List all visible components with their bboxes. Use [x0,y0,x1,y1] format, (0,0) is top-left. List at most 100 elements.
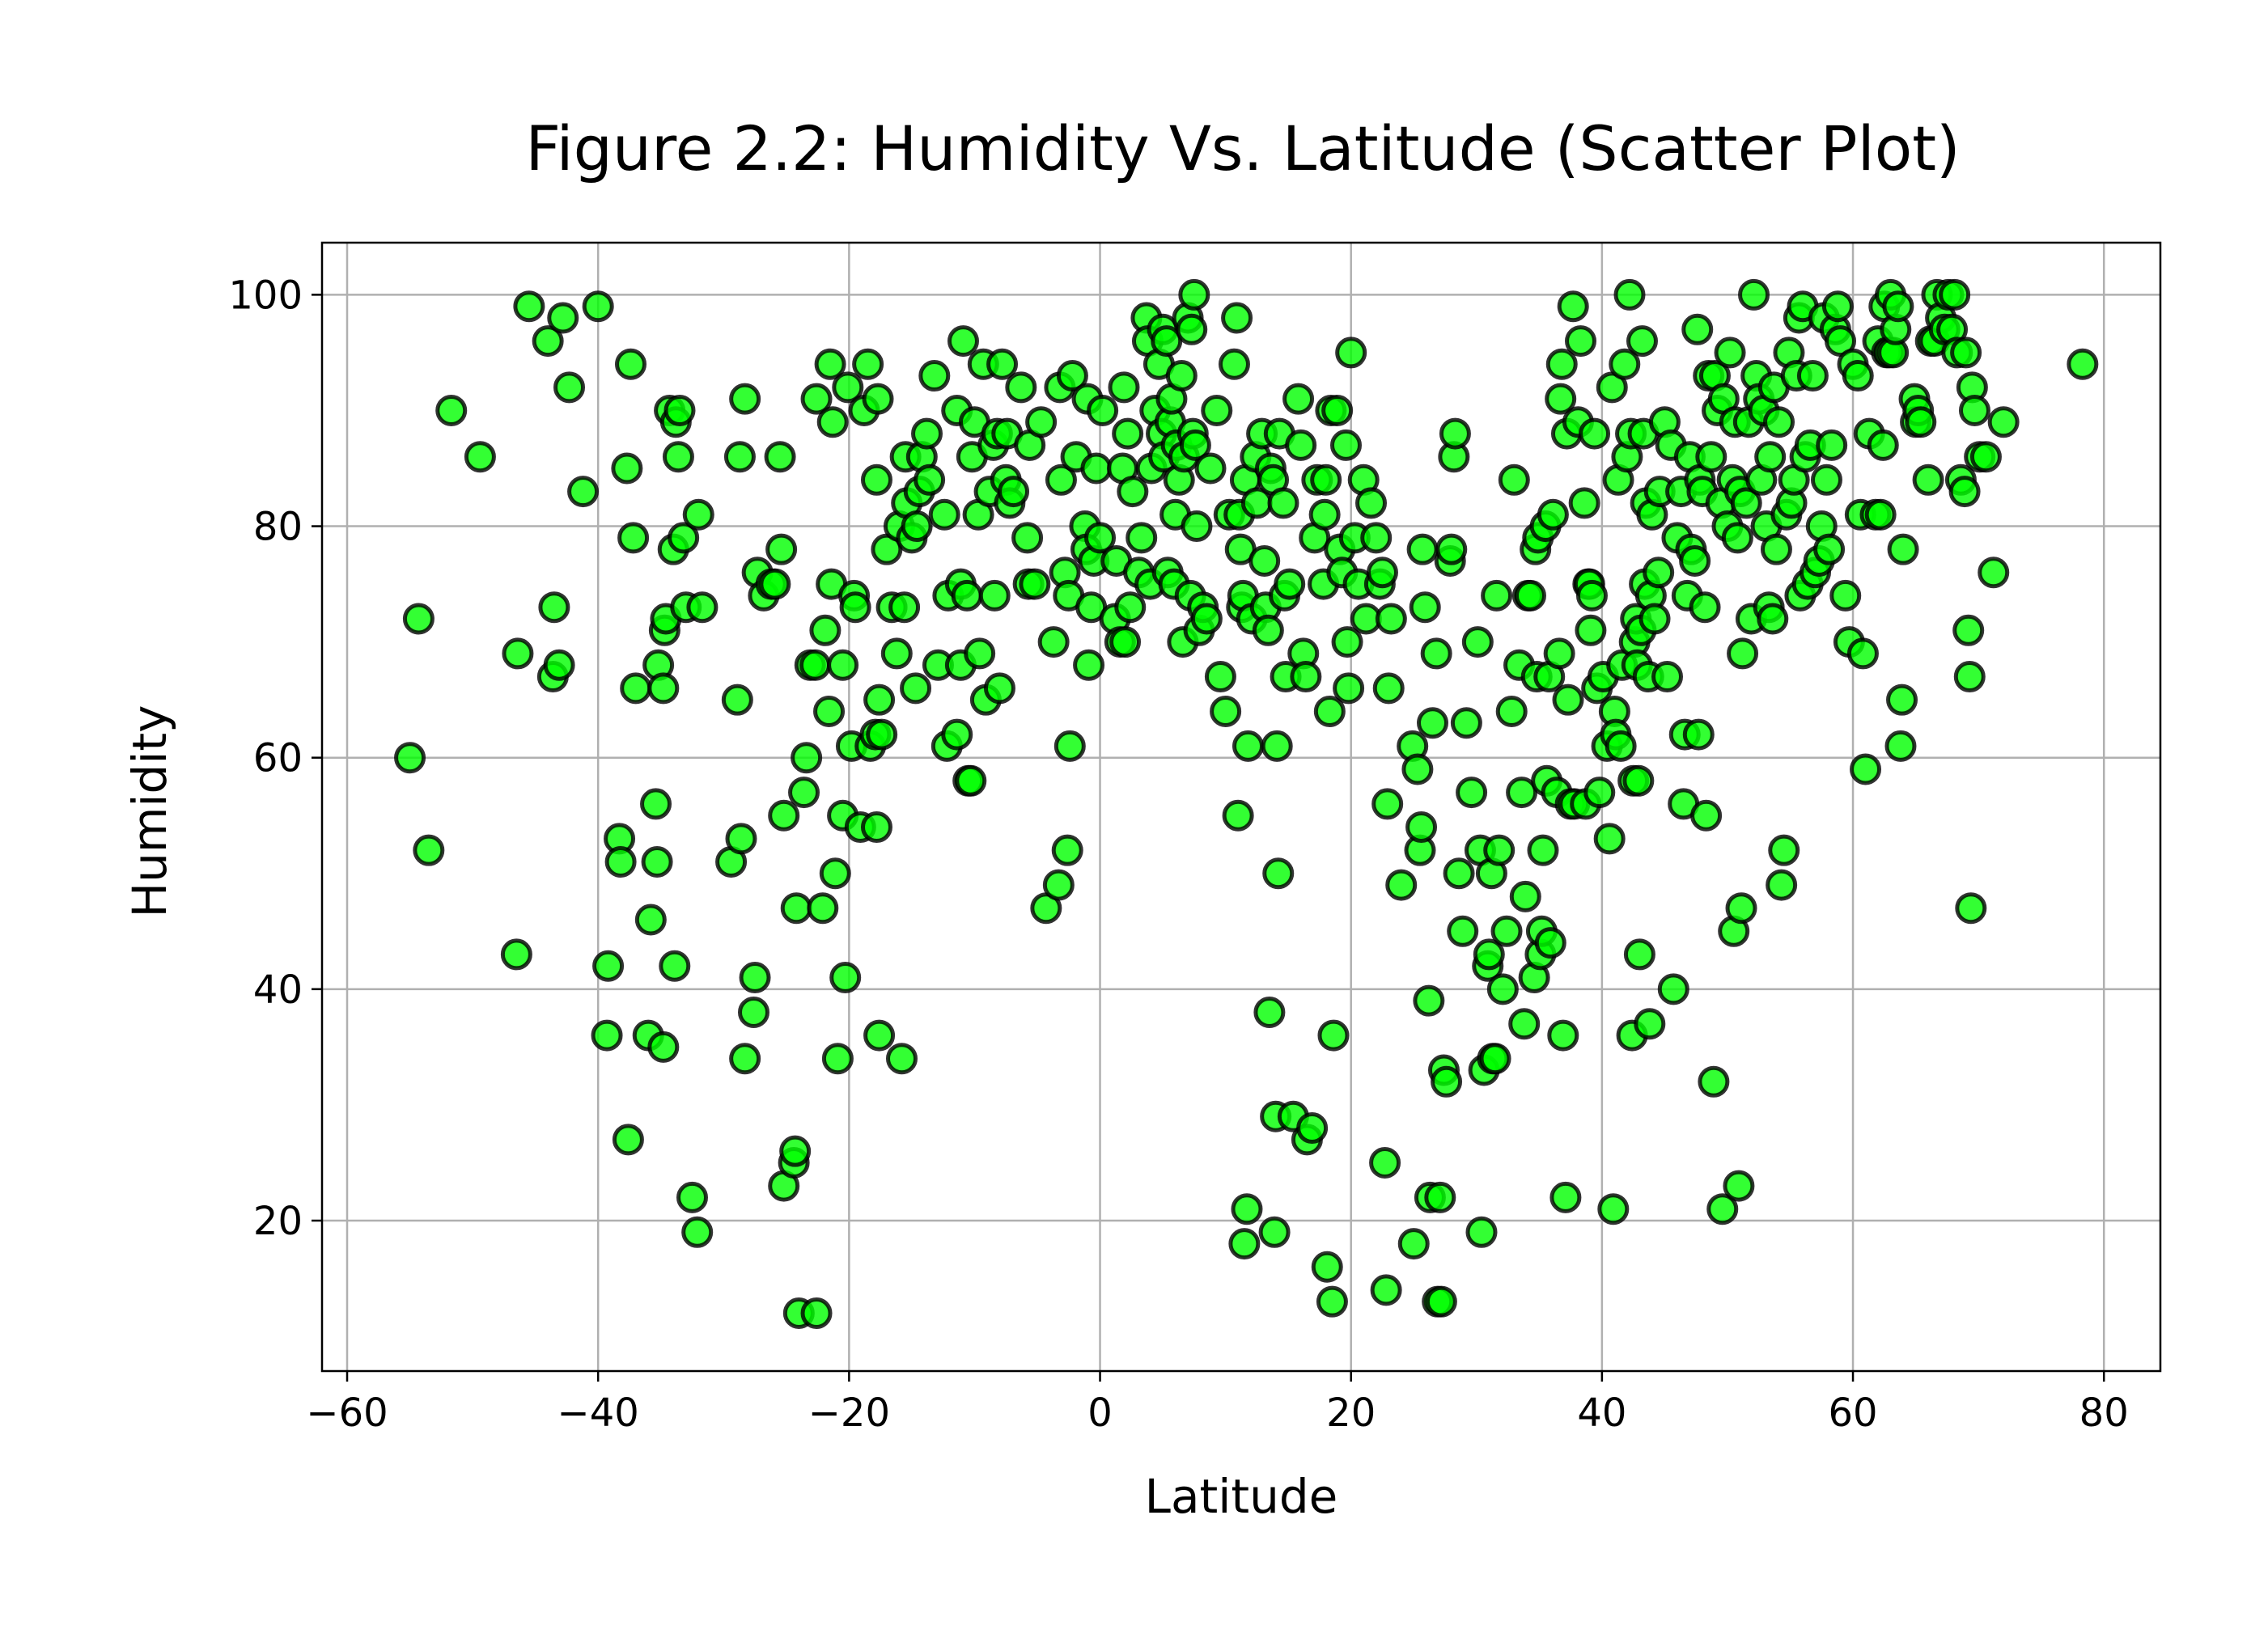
scatter-point [1019,568,1051,600]
scatter-point [1695,441,1727,473]
scatter-point [1447,915,1479,947]
scatter-point [1681,313,1714,345]
scatter-point [1360,522,1393,554]
scatter-point [1210,695,1242,727]
y-tick-label: 100 [228,273,303,318]
scatter-point [1261,730,1293,762]
scatter-point [1978,557,2010,589]
scatter-point [863,1019,896,1052]
scatter-point [1682,718,1715,751]
x-tick-label: 40 [1577,1390,1626,1436]
scatter-point [620,672,652,705]
x-tick-label: −40 [557,1390,639,1436]
scatter-point [682,498,714,531]
scatter-point [668,522,700,554]
scatter-point [1461,626,1494,658]
scatter-point [978,579,1011,612]
scatter-point [1549,1181,1582,1213]
scatter-point [686,591,719,624]
scatter-point [1080,452,1113,485]
scatter-point [1450,707,1482,739]
scatter-point [914,463,946,496]
scatter-point [1575,614,1607,646]
scatter-point [729,383,761,415]
scatter-point [1609,348,1641,380]
scatter-point [1886,684,1918,716]
scatter-point [1371,788,1404,820]
scatter-point [1575,579,1608,612]
scatter-point [964,637,996,670]
scatter-point [567,476,600,508]
scatter-point [543,649,575,681]
scatter-point [1190,603,1223,635]
scatter-point [1955,892,1987,925]
scatter-point [1527,834,1559,866]
scatter-point [1723,1170,1755,1202]
scatter-point [513,290,545,323]
scatter-point [1754,441,1787,473]
scatter-point [1025,406,1058,438]
scatter-point [759,568,791,600]
scatter-point [1579,417,1611,450]
y-tick-label: 40 [253,967,303,1013]
scatter-point [839,591,871,624]
scatter-point [1290,661,1322,693]
scatter-point [1465,1216,1498,1248]
scatter-point [1355,487,1388,519]
scatter-point [1622,764,1655,797]
scatter-point [1882,290,1914,323]
scatter-point [1506,777,1538,809]
scatter-point [827,649,859,681]
scatter-point [500,938,532,971]
scatter-point [1867,429,1899,461]
scatter-point [1545,383,1577,415]
scatter-point [860,811,892,844]
scatter-point [1626,325,1658,358]
scatter-points [394,278,2099,1329]
scatter-point [1073,649,1105,681]
scatter-point [1181,510,1213,543]
scatter-point [1267,487,1299,519]
scatter-point [880,637,913,670]
scatter-point [1760,533,1792,565]
scatter-point [1053,730,1086,762]
scatter-point [1486,973,1519,1005]
scatter-point [1884,730,1917,762]
y-tick-label: 80 [253,505,303,550]
scatter-point [1178,278,1210,311]
scatter-point [800,383,833,415]
scatter-point [1037,626,1070,658]
scatter-point [1638,603,1671,635]
scatter-point [791,742,823,774]
scatter-point [1406,533,1439,565]
scatter-point [1850,753,1882,785]
scatter-point [435,394,468,426]
scatter-point [1317,1019,1350,1052]
chart-title: Figure 2.2: Humidity Vs. Latitude (Scatt… [525,112,1960,184]
scatter-point [1950,336,1982,369]
scatter-point [1274,568,1306,600]
scatter-point [951,579,983,612]
scatter-point [1757,603,1789,635]
y-tick-label: 20 [253,1199,303,1244]
scatter-point [582,290,614,323]
scatter-point [1987,406,2020,438]
scatter-point [807,892,839,925]
scatter-point [1228,1228,1261,1260]
scatter-point [1958,394,1990,426]
scatter-point [1179,429,1211,461]
scatter-point [1730,487,1762,519]
scatter-point [1714,336,1746,369]
scatter-point [911,417,943,450]
scatter-point [1109,626,1142,658]
scatter-point [1413,984,1445,1017]
scatter-point [611,452,643,485]
scatter-point [1201,394,1233,426]
scatter-point [1331,626,1363,658]
scatter-point [852,348,884,380]
scatter-point [1425,1285,1457,1318]
scatter-point [1738,278,1770,311]
scatter-point [1948,476,1981,508]
scatter-point [819,857,851,890]
scatter-point [814,348,846,380]
